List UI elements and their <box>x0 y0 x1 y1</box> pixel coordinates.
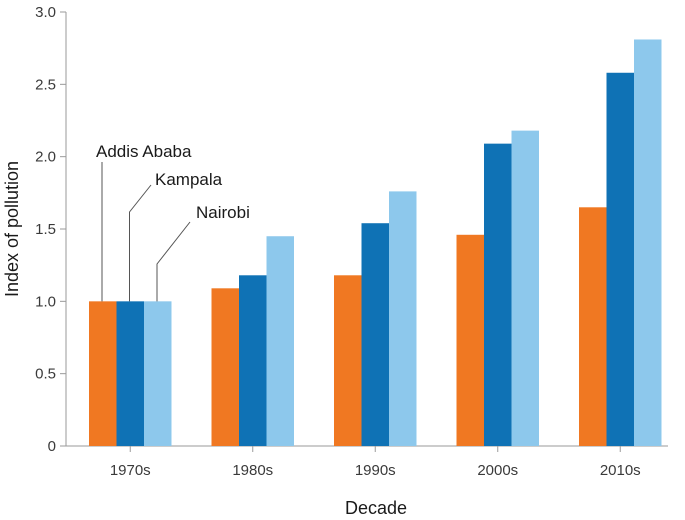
x-tick-label: 1970s <box>110 462 151 479</box>
bar-nairobi-2010s <box>634 39 662 447</box>
y-tick-label: 1.5 <box>35 221 56 238</box>
callout-leader-line <box>129 184 152 302</box>
x-tick-label: 1990s <box>355 462 396 479</box>
y-tick-label: 0.5 <box>35 366 56 383</box>
bar-kampala-1970s <box>116 301 144 446</box>
bar-kampala-2000s <box>484 143 512 446</box>
bar-kampala-1980s <box>239 275 267 446</box>
series-label-nairobi: Nairobi <box>196 203 250 222</box>
y-tick-label: 2.0 <box>35 149 56 166</box>
series-label-kampala: Kampala <box>155 170 223 189</box>
y-tick-label: 0 <box>48 438 56 455</box>
bars <box>89 39 662 447</box>
bar-addis-ababa-1980s <box>211 288 239 446</box>
x-tick-label: 1980s <box>232 462 273 479</box>
bar-nairobi-1980s <box>266 236 294 446</box>
series-callouts: Addis Ababa Kampala Nairobi <box>96 142 250 302</box>
y-tick-label: 2.5 <box>35 76 56 93</box>
y-axis: 0 0.5 1.0 1.5 2.0 2.5 3.0 <box>35 4 67 455</box>
x-tick-label: 2000s <box>477 462 518 479</box>
x-tick-label: 2010s <box>600 462 641 479</box>
x-axis-title: Decade <box>345 498 407 518</box>
bar-nairobi-1990s <box>389 191 417 446</box>
y-tick-label: 1.0 <box>35 293 56 310</box>
bar-kampala-1990s <box>361 223 389 446</box>
y-axis-title: Index of pollution <box>2 161 22 297</box>
x-axis: 1970s 1980s 1990s 2000s 2010s <box>66 445 668 479</box>
bar-addis-ababa-2010s <box>579 207 607 446</box>
y-tick-label: 3.0 <box>35 4 56 21</box>
bar-addis-ababa-1970s <box>89 301 117 446</box>
bar-kampala-2010s <box>606 72 634 446</box>
bar-addis-ababa-2000s <box>456 234 484 446</box>
bar-nairobi-2000s <box>511 130 539 447</box>
series-label-addis-ababa: Addis Ababa <box>96 142 192 161</box>
bar-nairobi-1970s <box>144 301 172 446</box>
callout-leader-line <box>156 221 191 302</box>
bar-addis-ababa-1990s <box>334 275 362 446</box>
